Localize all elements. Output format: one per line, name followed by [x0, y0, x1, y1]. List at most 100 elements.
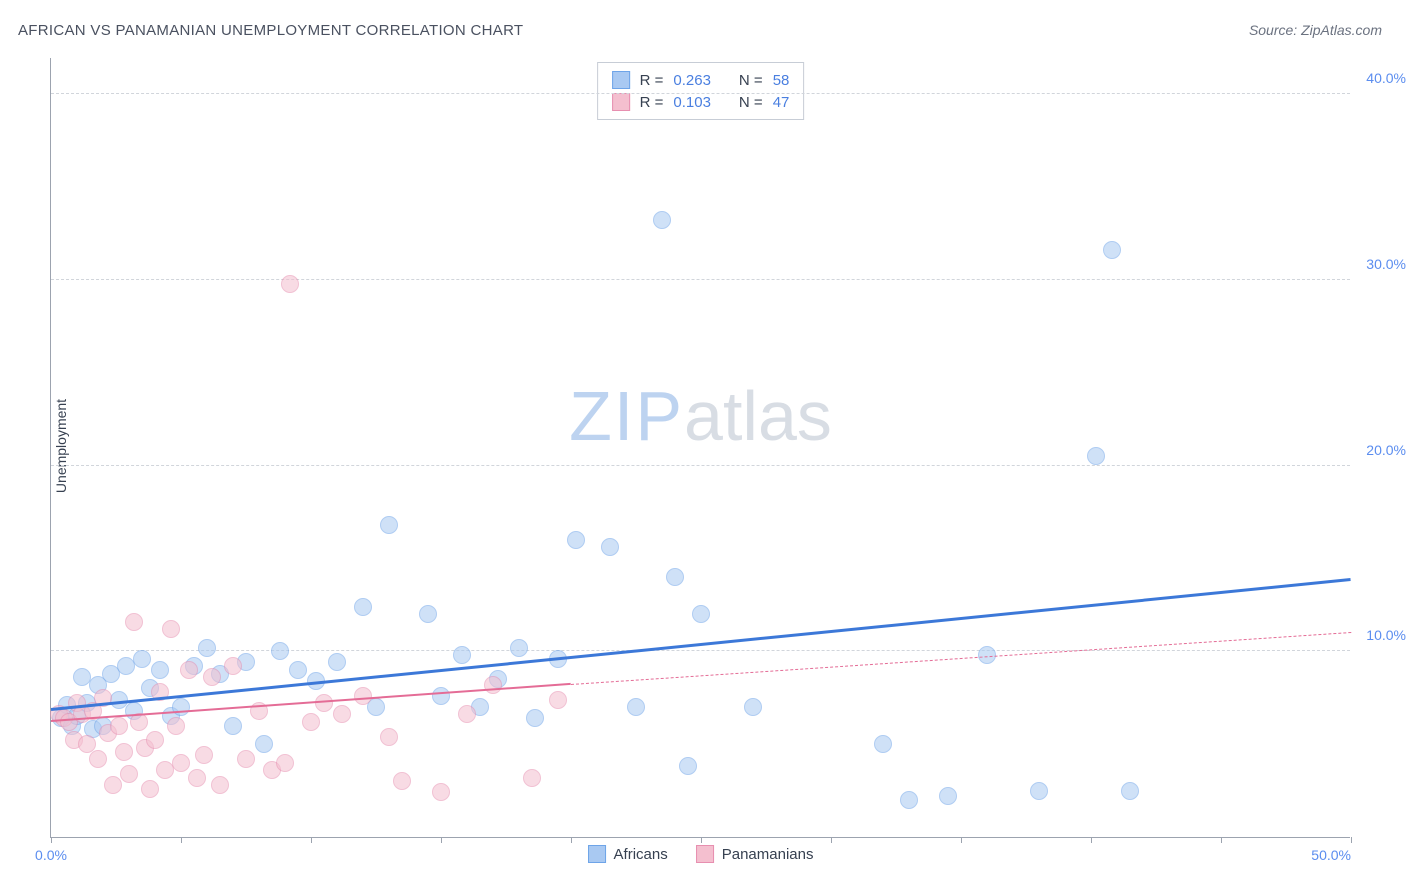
x-tick [181, 837, 182, 843]
scatter-point [151, 661, 169, 679]
legend-swatch [588, 845, 606, 863]
x-tick [701, 837, 702, 843]
scatter-point [432, 687, 450, 705]
gridline-h [51, 279, 1350, 280]
scatter-point [354, 598, 372, 616]
stat-n-label: N = [739, 94, 763, 111]
scatter-point [653, 211, 671, 229]
scatter-point [1087, 447, 1105, 465]
y-tick-label: 40.0% [1366, 70, 1406, 86]
scatter-point [271, 642, 289, 660]
stat-n-value: 47 [773, 94, 790, 111]
x-tick [961, 837, 962, 843]
legend-swatch [696, 845, 714, 863]
scatter-point [198, 639, 216, 657]
source-label: Source: ZipAtlas.com [1249, 22, 1382, 38]
scatter-point [432, 783, 450, 801]
watermark-atlas: atlas [684, 377, 832, 455]
stat-r-label: R = [640, 72, 664, 89]
scatter-point [172, 698, 190, 716]
stats-box: R = 0.263 N = 58 R = 0.103 N = 47 [597, 62, 805, 120]
x-tick [441, 837, 442, 843]
stat-n-label: N = [739, 72, 763, 89]
legend-item: Panamanians [696, 845, 814, 863]
watermark-zip: ZIP [569, 377, 684, 455]
stats-row: R = 0.103 N = 47 [612, 91, 790, 113]
scatter-point [89, 750, 107, 768]
plot-area: ZIPatlas R =0.263N =58R =0.103N =47 Afri… [50, 58, 1350, 838]
legend-label: Africans [614, 846, 668, 863]
scatter-point [110, 717, 128, 735]
scatter-point [188, 769, 206, 787]
scatter-point [453, 646, 471, 664]
scatter-point [874, 735, 892, 753]
scatter-point [289, 661, 307, 679]
scatter-point [526, 709, 544, 727]
legend-swatch [612, 71, 630, 89]
scatter-point [315, 694, 333, 712]
scatter-point [224, 717, 242, 735]
scatter-point [679, 757, 697, 775]
scatter-point [1121, 782, 1139, 800]
scatter-point [333, 705, 351, 723]
stat-r-value: 0.263 [673, 72, 711, 89]
chart-title: AFRICAN VS PANAMANIAN UNEMPLOYMENT CORRE… [18, 22, 523, 39]
x-tick [51, 837, 52, 843]
x-tick [1351, 837, 1352, 843]
scatter-point [523, 769, 541, 787]
stat-r-label: R = [640, 94, 664, 111]
scatter-point [224, 657, 242, 675]
stat-n-value: 58 [773, 72, 790, 89]
scatter-point [115, 743, 133, 761]
scatter-point [211, 776, 229, 794]
scatter-point [627, 698, 645, 716]
scatter-point [167, 717, 185, 735]
scatter-point [281, 275, 299, 293]
scatter-point [380, 516, 398, 534]
scatter-point [666, 568, 684, 586]
scatter-point [172, 754, 190, 772]
scatter-point [195, 746, 213, 764]
x-tick [571, 837, 572, 843]
y-tick-label: 30.0% [1366, 256, 1406, 272]
legend-item: Africans [588, 845, 668, 863]
x-tick [1221, 837, 1222, 843]
scatter-point [302, 713, 320, 731]
x-tick-label: 50.0% [1311, 847, 1351, 863]
x-tick-label: 0.0% [35, 847, 67, 863]
y-tick-label: 10.0% [1366, 627, 1406, 643]
scatter-point [328, 653, 346, 671]
scatter-point [419, 605, 437, 623]
scatter-point [458, 705, 476, 723]
scatter-point [484, 676, 502, 694]
gridline-h [51, 650, 1350, 651]
stat-r-value: 0.103 [673, 94, 711, 111]
scatter-point [900, 791, 918, 809]
trend-line [571, 632, 1351, 685]
scatter-point [393, 772, 411, 790]
scatter-point [744, 698, 762, 716]
gridline-h [51, 93, 1350, 94]
gridline-h [51, 465, 1350, 466]
scatter-point [354, 687, 372, 705]
y-tick-label: 20.0% [1366, 442, 1406, 458]
scatter-point [380, 728, 398, 746]
scatter-point [146, 731, 164, 749]
legend-label: Panamanians [722, 846, 814, 863]
scatter-point [162, 620, 180, 638]
scatter-point [255, 735, 273, 753]
stats-row: R = 0.263 N = 58 [612, 69, 790, 91]
x-tick [311, 837, 312, 843]
scatter-point [180, 661, 198, 679]
scatter-point [692, 605, 710, 623]
bottom-legend: Africans Panamanians [588, 845, 814, 863]
scatter-point [237, 750, 255, 768]
scatter-point [276, 754, 294, 772]
scatter-point [1103, 241, 1121, 259]
watermark: ZIPatlas [569, 376, 832, 456]
scatter-point [125, 613, 143, 631]
x-tick [1091, 837, 1092, 843]
scatter-point [549, 691, 567, 709]
scatter-point [104, 776, 122, 794]
scatter-point [133, 650, 151, 668]
